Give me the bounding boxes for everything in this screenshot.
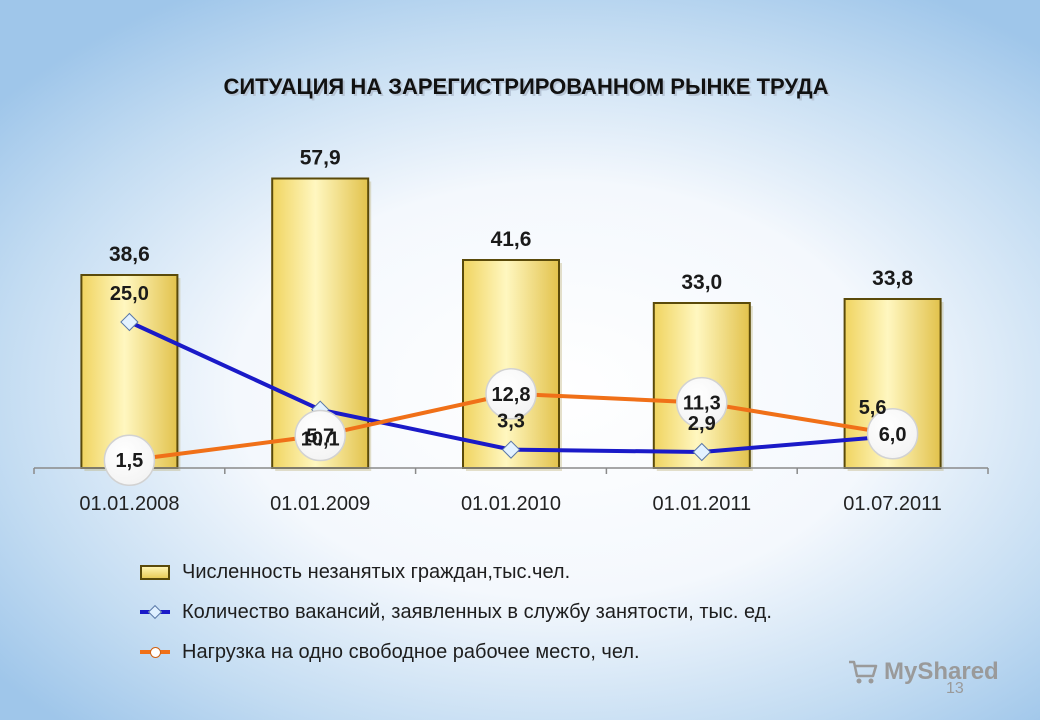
vacancies-value-label: 10,1 [301,429,340,451]
vacancies-value-label: 3,3 [497,411,525,433]
legend-item-vacancies: Количество вакансий, заявленных в службу… [140,592,772,632]
legend-line-swatch-orange [140,644,170,660]
load-point [294,409,346,462]
cart-icon [848,659,878,685]
x-tick-label: 01.01.2008 [79,493,179,515]
watermark-text: MyShared [884,658,999,685]
load-point [103,434,156,486]
bar-value-label: 41,6 [491,228,532,251]
legend: Численность незанятых граждан,тыс.чел. К… [140,552,772,672]
vacancies-point [501,440,521,459]
vacancies-point [692,442,711,462]
load-point [676,376,728,429]
legend-label: Численность незанятых граждан,тыс.чел. [182,560,571,583]
load-value-label: 5,7 [306,426,334,448]
chart-title-shadow: СИТУАЦИЯ НА ЗАРЕГИСТРИРОВАННОМ РЫНКЕ ТРУ… [225,76,830,101]
load-value-label: 6,0 [879,424,907,446]
page-number: 13 [946,680,964,697]
load-value-label: 1,5 [115,450,143,472]
bar-value-label: 33,8 [872,267,913,290]
x-tick-label: 01.01.2011 [652,493,751,515]
bar-value-label: 33,0 [681,271,722,294]
x-tick-label: 01.01.2009 [270,493,370,515]
bar-value-label: 57,9 [300,147,341,170]
load-value-label: 12,8 [492,384,531,406]
legend-item-load: Нагрузка на одно свободное рабочее место… [140,632,772,672]
bar-value-label: 38,6 [109,243,150,266]
load-value-label: 11,3 [683,393,721,415]
legend-label: Нагрузка на одно свободное рабочее место… [182,640,640,663]
chart-title: СИТУАЦИЯ НА ЗАРЕГИСТРИРОВАННОМ РЫНКЕ ТРУ… [223,74,828,99]
x-tick-label: 01.01.2010 [461,493,561,515]
legend-line-swatch-blue [140,604,170,620]
watermark: MyShared [848,658,999,686]
legend-label: Количество вакансий, заявленных в службу… [182,600,772,623]
bar [462,259,560,469]
legend-bar-swatch [140,564,170,580]
load-point [866,408,919,460]
x-tick-label: 01.07.2011 [843,493,942,515]
vacancies-value-label: 2,9 [688,413,716,435]
load-point [485,368,537,420]
legend-item-unemployed: Численность незанятых граждан,тыс.чел. [140,552,772,592]
vacancies-value-label: 25,0 [110,283,149,305]
vacancies-point [120,312,139,332]
vacancies-value-label: 5,6 [859,397,887,419]
